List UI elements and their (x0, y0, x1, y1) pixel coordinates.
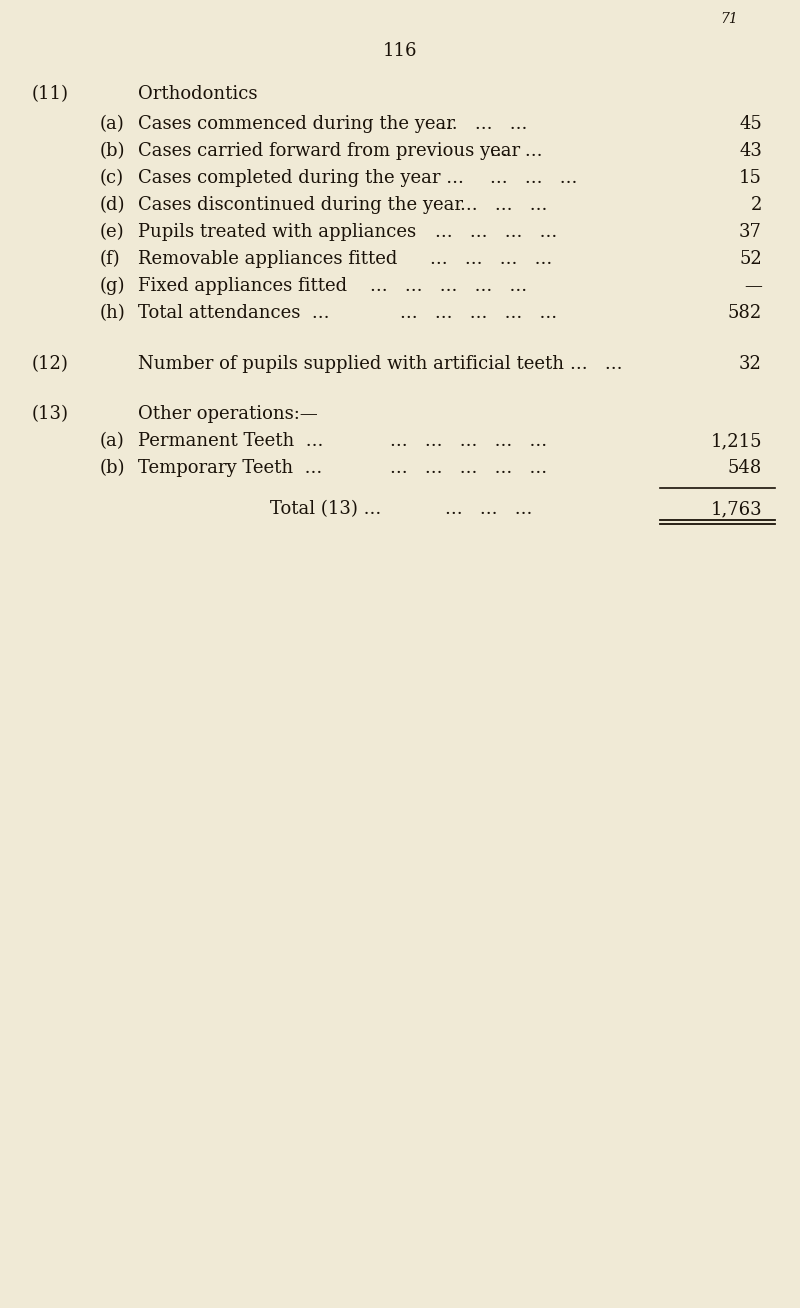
Text: Total attendances  ...: Total attendances ... (138, 303, 330, 322)
Text: Temporary Teeth  ...: Temporary Teeth ... (138, 459, 322, 477)
Text: (b): (b) (100, 143, 126, 160)
Text: 1,215: 1,215 (710, 432, 762, 450)
Text: (13): (13) (32, 405, 69, 422)
Text: 45: 45 (739, 115, 762, 133)
Text: Cases completed during the year ...: Cases completed during the year ... (138, 169, 464, 187)
Text: ...   ...   ...: ... ... ... (490, 169, 578, 187)
Text: (g): (g) (100, 277, 126, 296)
Text: ...   ...   ...   ...   ...: ... ... ... ... ... (390, 432, 547, 450)
Text: (12): (12) (32, 354, 69, 373)
Text: 52: 52 (739, 250, 762, 268)
Text: 548: 548 (728, 459, 762, 477)
Text: ...   ...: ... ... (570, 354, 622, 373)
Text: Cases commenced during the year: Cases commenced during the year (138, 115, 455, 133)
Text: Other operations:—: Other operations:— (138, 405, 318, 422)
Text: ...   ...   ...   ...: ... ... ... ... (435, 222, 558, 241)
Text: Fixed appliances fitted: Fixed appliances fitted (138, 277, 347, 296)
Text: (f): (f) (100, 250, 121, 268)
Text: Orthodontics: Orthodontics (138, 85, 258, 103)
Text: (e): (e) (100, 222, 125, 241)
Text: ...   ...   ...   ...   ...: ... ... ... ... ... (390, 459, 547, 477)
Text: 37: 37 (739, 222, 762, 241)
Text: 15: 15 (739, 169, 762, 187)
Text: (a): (a) (100, 432, 125, 450)
Text: (d): (d) (100, 196, 126, 215)
Text: (h): (h) (100, 303, 126, 322)
Text: 582: 582 (728, 303, 762, 322)
Text: ...   ...   ...   ...   ...: ... ... ... ... ... (370, 277, 527, 296)
Text: ...   ...   ...: ... ... ... (460, 196, 547, 215)
Text: 32: 32 (739, 354, 762, 373)
Text: Pupils treated with appliances: Pupils treated with appliances (138, 222, 416, 241)
Text: (b): (b) (100, 459, 126, 477)
Text: ...   ...   ...: ... ... ... (440, 115, 527, 133)
Text: 116: 116 (382, 42, 418, 60)
Text: ...   ...   ...   ...   ...: ... ... ... ... ... (400, 303, 557, 322)
Text: Total (13) ...: Total (13) ... (270, 500, 382, 518)
Text: —: — (744, 277, 762, 296)
Text: ...   ...: ... ... (490, 143, 542, 160)
Text: ...   ...   ...   ...: ... ... ... ... (430, 250, 552, 268)
Text: (11): (11) (32, 85, 69, 103)
Text: 2: 2 (750, 196, 762, 215)
Text: (c): (c) (100, 169, 124, 187)
Text: 71: 71 (720, 12, 738, 26)
Text: 1,763: 1,763 (710, 500, 762, 518)
Text: Number of pupils supplied with artificial teeth: Number of pupils supplied with artificia… (138, 354, 564, 373)
Text: Cases discontinued during the year: Cases discontinued during the year (138, 196, 463, 215)
Text: 43: 43 (739, 143, 762, 160)
Text: Cases carried forward from previous year: Cases carried forward from previous year (138, 143, 520, 160)
Text: Removable appliances fitted: Removable appliances fitted (138, 250, 398, 268)
Text: ...   ...   ...: ... ... ... (445, 500, 532, 518)
Text: (a): (a) (100, 115, 125, 133)
Text: Permanent Teeth  ...: Permanent Teeth ... (138, 432, 323, 450)
